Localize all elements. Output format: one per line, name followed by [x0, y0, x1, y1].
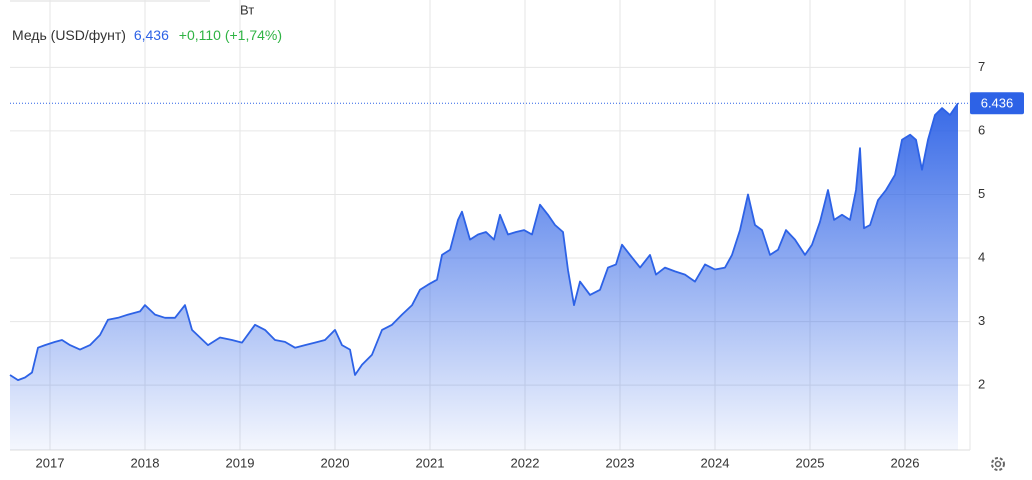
- change: +0,110 (+1,74%): [179, 27, 282, 43]
- top-label: Вт: [240, 2, 254, 17]
- last-price-label: 6.436: [981, 96, 1014, 111]
- x-tick-label: 2026: [891, 455, 920, 470]
- y-tick-label: 5: [978, 186, 985, 201]
- x-tick-label: 2024: [701, 455, 730, 470]
- price: 6,436: [134, 27, 169, 43]
- y-tick-label: 7: [978, 59, 985, 74]
- x-tick-label: 2018: [131, 455, 160, 470]
- x-tick-label: 2017: [36, 455, 65, 470]
- y-tick-label: 3: [978, 313, 985, 328]
- x-tick-label: 2021: [416, 455, 445, 470]
- y-tick-label: 6: [978, 122, 985, 137]
- price-line: [9, 102, 959, 381]
- last-price-box: [970, 92, 1024, 115]
- header: Медь (USD/фунт) 6,436 +0,110 (+1,74%): [12, 27, 282, 43]
- x-tick-label: 2020: [321, 455, 350, 470]
- x-tick-label: 2025: [796, 455, 825, 470]
- settings-icon[interactable]: [991, 457, 1005, 471]
- x-tick-label: 2022: [511, 455, 540, 470]
- chart-title: Медь (USD/фунт): [12, 27, 126, 43]
- x-tick-label: 2023: [606, 455, 635, 470]
- y-tick-label: 4: [978, 249, 985, 264]
- area-fill: [10, 103, 958, 450]
- x-tick-label: 2019: [226, 455, 255, 470]
- y-tick-label: 2: [978, 377, 985, 392]
